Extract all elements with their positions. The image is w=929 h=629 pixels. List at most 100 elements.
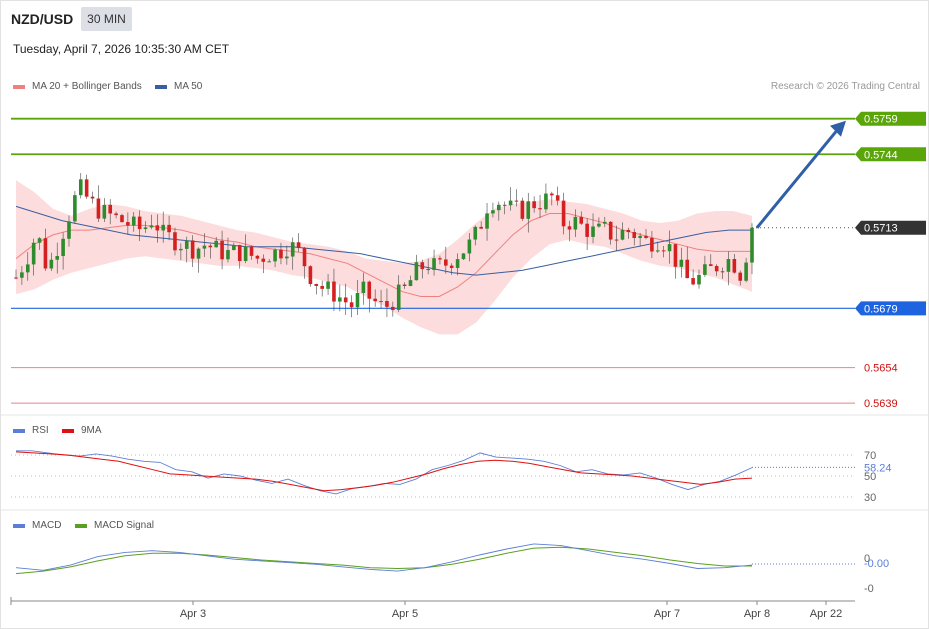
- macd-tick-1: -0: [864, 583, 874, 595]
- datetime-label: Tuesday, April 7, 2026 10:35:30 AM CET: [13, 42, 230, 56]
- candle-body-91: [550, 193, 554, 196]
- candle-body-58: [355, 293, 360, 308]
- candle-body-3: [31, 242, 36, 265]
- candle-body-120: [720, 271, 725, 273]
- panel-dividers: [1, 414, 928, 511]
- bollinger-bands: [16, 180, 752, 335]
- macd-tick-0: 0: [864, 553, 870, 565]
- candle-body-114: [685, 259, 690, 279]
- candle-body-63: [385, 300, 389, 307]
- candle-body-52: [320, 285, 324, 289]
- macd-signal-line: [15, 546, 752, 575]
- x-tick-label-4: Apr 22: [810, 608, 842, 620]
- candle-body-121: [726, 258, 731, 272]
- candle-body-123: [738, 272, 743, 281]
- candle-body-69: [420, 262, 425, 270]
- candle-body-60: [367, 281, 372, 299]
- candle-body-16: [108, 204, 113, 214]
- candle-body-70: [426, 269, 430, 271]
- candle-body-56: [343, 297, 348, 303]
- legend-label-ma50: MA 50: [174, 81, 203, 92]
- legend-label-ma20: MA 20 + Bollinger Bands: [32, 81, 142, 92]
- candle-body-45: [279, 249, 283, 259]
- target-arrow: [755, 120, 846, 229]
- legend-macd: MACD: [13, 520, 61, 531]
- candle-body-68: [414, 262, 419, 281]
- candle-body-73: [444, 259, 448, 266]
- candle-body-53: [326, 281, 330, 289]
- candle-body-40: [249, 246, 254, 256]
- symbol-title: NZD/USD: [11, 11, 74, 27]
- candle-body-117: [703, 264, 707, 275]
- legend-swatch-macd-signal: [75, 523, 87, 528]
- candle-body-84: [508, 200, 513, 206]
- candle-body-90: [544, 193, 548, 210]
- legend-rsi: RSI: [13, 425, 49, 436]
- candle-body-0: [14, 277, 18, 279]
- candle-body-97: [585, 223, 589, 237]
- candle-body-82: [497, 204, 501, 211]
- candle-body-75: [455, 259, 460, 268]
- candle-body-109: [655, 250, 660, 252]
- timeframe-button[interactable]: 30 MIN: [81, 7, 132, 31]
- legend-label-rsi: RSI: [32, 425, 49, 436]
- legend-label-macd-signal: MACD Signal: [94, 520, 155, 531]
- candle-body-49: [302, 248, 307, 267]
- bollinger-band-area: [16, 180, 752, 335]
- x-tick-label-2: Apr 7: [654, 608, 680, 620]
- resistance-value-0: 0.5759: [864, 114, 898, 126]
- candle-body-18: [120, 215, 124, 223]
- candle-body-125: [750, 227, 754, 263]
- candle-body-8: [61, 238, 65, 257]
- legend-rsi-ma: 9MA: [62, 425, 102, 436]
- macd-panel: 0 -0 -0.00: [15, 543, 889, 595]
- candle-body-124: [744, 262, 748, 281]
- support-value-1: 0.5639: [864, 398, 898, 410]
- candle-body-11: [78, 179, 83, 196]
- candle-body-14: [96, 198, 101, 219]
- x-tick-label-0: Apr 3: [180, 608, 206, 620]
- candle-body-93: [561, 200, 566, 227]
- candle-body-119: [714, 265, 719, 272]
- candle-body-9: [67, 221, 71, 239]
- candle-body-89: [538, 208, 542, 210]
- candle-body-28: [179, 248, 183, 251]
- candle-body-39: [243, 246, 248, 262]
- rsi-panel: 70 50 30 58.24: [11, 450, 892, 504]
- candle-body-22: [143, 227, 148, 230]
- candle-body-27: [173, 232, 177, 251]
- candle-body-94: [567, 226, 572, 230]
- candle-body-112: [673, 244, 678, 267]
- resistance-tag-1: [855, 147, 926, 162]
- candle-body-43: [267, 261, 271, 263]
- rsi-current-value: 58.24: [864, 462, 892, 474]
- x-tick-label-1: Apr 5: [392, 608, 418, 620]
- candle-body-104: [626, 229, 631, 233]
- candle-body-116: [697, 274, 701, 285]
- candle-body-66: [402, 284, 407, 286]
- candle-body-51: [314, 284, 319, 286]
- resistance-value-1: 0.5744: [864, 149, 898, 161]
- candle-body-71: [432, 258, 436, 270]
- candle-body-33: [208, 245, 213, 248]
- candle-body-76: [461, 253, 466, 260]
- candle-body-41: [255, 255, 260, 259]
- candle-body-31: [196, 248, 201, 259]
- candle-body-65: [396, 284, 401, 310]
- candle-body-87: [526, 201, 531, 219]
- candle-body-59: [361, 281, 366, 294]
- rsi-line: [16, 450, 753, 495]
- candle-body-79: [479, 226, 483, 229]
- candle-body-46: [285, 256, 289, 259]
- candle-body-12: [84, 179, 89, 197]
- pivot-tag-0: [855, 301, 926, 316]
- candle-body-107: [644, 235, 648, 238]
- legend-swatch-ma20: [13, 84, 25, 89]
- candle-body-48: [296, 242, 301, 249]
- candle-body-20: [131, 216, 136, 226]
- current-price-value: 0.5713: [864, 223, 898, 235]
- candle-body-32: [202, 245, 207, 249]
- candle-body-111: [667, 244, 672, 252]
- price-levels: 0.5759 0.5744 0.5679 0.5654 0.5639 0.5713: [11, 111, 926, 410]
